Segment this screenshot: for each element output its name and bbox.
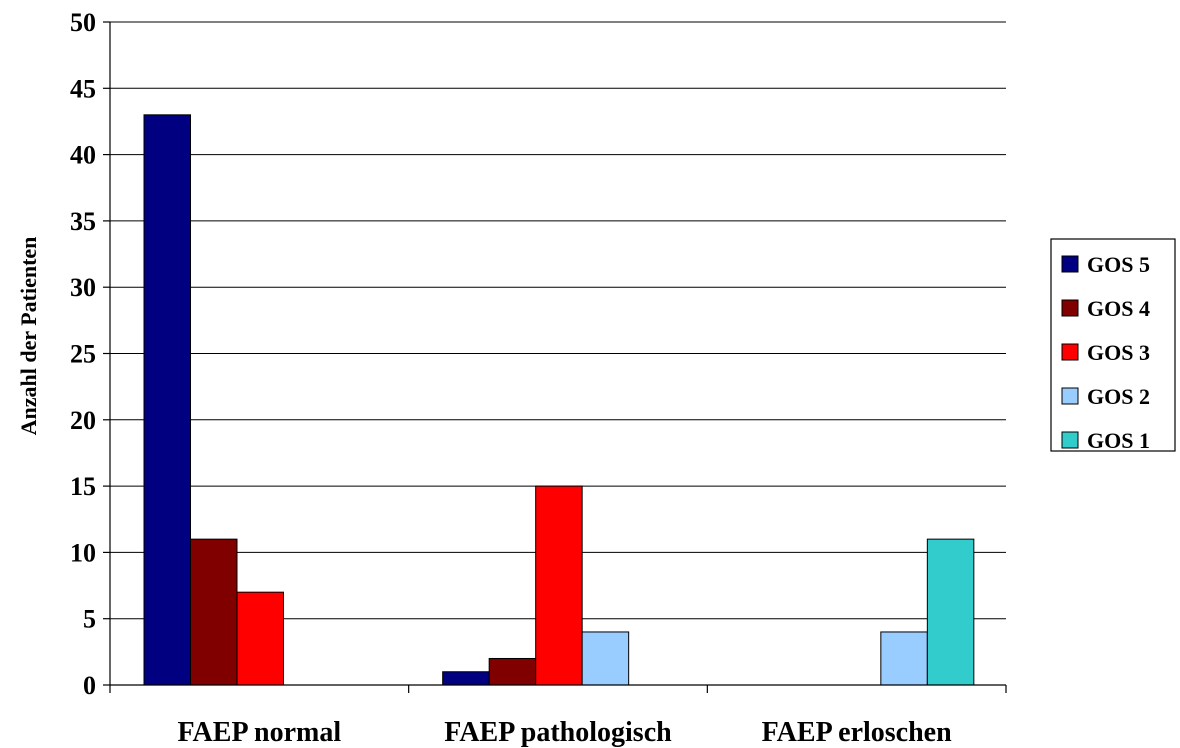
y-axis-title: Anzahl der Patienten [16, 237, 41, 436]
legend-swatch [1061, 343, 1079, 361]
legend-label: GOS 5 [1087, 252, 1150, 277]
bar-gos-5-1 [143, 114, 191, 686]
legend: GOS 5 GOS 4 GOS 3 GOS 2 GOS 1 [1050, 238, 1176, 453]
x-category-label: FAEP normal [178, 717, 342, 748]
legend-swatch [1061, 255, 1079, 273]
x-category-label: FAEP pathologisch [444, 717, 672, 748]
y-tick-label: 0 [83, 671, 96, 700]
y-tick-label: 40 [70, 141, 96, 170]
bar-gos-3-2 [535, 485, 583, 686]
bar-gos-2-2 [581, 631, 630, 686]
bar-gos-4-1 [190, 538, 238, 686]
legend-swatch [1061, 299, 1079, 317]
x-category-labels: FAEP normal FAEP pathologisch FAEP erlosch… [178, 717, 953, 748]
legend-label: GOS 4 [1087, 296, 1150, 321]
y-tick-label: 35 [70, 207, 96, 236]
y-tick-labels: 0 5 10 15 20 25 30 35 40 45 50 [70, 8, 110, 700]
y-tick-label: 10 [70, 538, 96, 567]
legend-label: GOS 3 [1087, 340, 1150, 365]
y-tick-label: 25 [70, 340, 96, 369]
y-tick-label: 15 [70, 472, 96, 501]
bar-gos-4-2 [488, 657, 537, 686]
legend-swatch [1061, 431, 1079, 449]
y-tick-label: 50 [70, 8, 96, 37]
y-tick-label: 30 [70, 273, 96, 302]
legend-label: GOS 1 [1087, 428, 1150, 453]
legend-label: GOS 2 [1087, 384, 1150, 409]
gridlines [110, 21, 1006, 620]
bar-gos-1-3 [926, 538, 975, 686]
y-tick-label: 5 [83, 605, 96, 634]
x-category-label: FAEP erloschen [762, 717, 952, 748]
bar-gos-3-1 [236, 591, 284, 686]
y-tick-label: 45 [70, 74, 96, 103]
bar-gos-2-3 [880, 631, 928, 686]
bars [143, 114, 975, 686]
y-tick-label: 20 [70, 406, 96, 435]
legend-swatch [1061, 387, 1079, 405]
bar-gos-5-2 [442, 671, 490, 686]
